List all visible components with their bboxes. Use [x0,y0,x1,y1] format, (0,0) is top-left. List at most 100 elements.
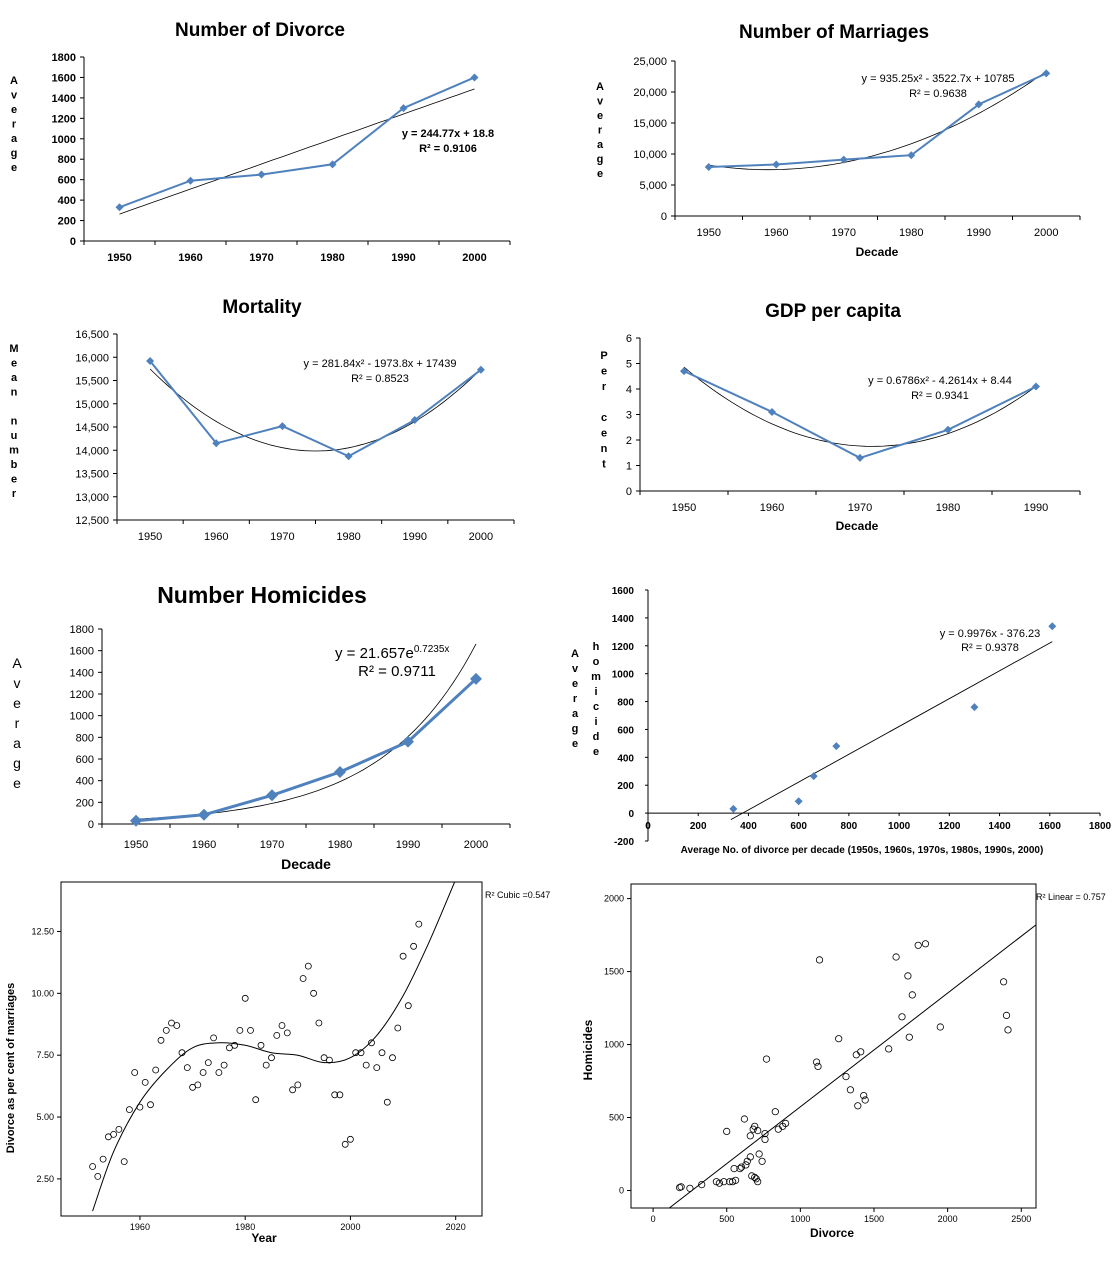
series-line [119,76,475,209]
data-point-marker [383,1098,391,1106]
y-tick-label: 25,000 [633,56,667,68]
data-point-marker [362,1061,370,1069]
y-axis-title: Homicides [581,1019,595,1080]
data-point-marker [344,452,353,461]
data-point-marker [198,808,210,821]
y-axis-label-letter: e [572,678,578,690]
data-point-marker [852,1051,860,1059]
y-tick-label: 1000 [612,670,635,681]
data-point-marker [183,1064,191,1071]
data-point-marker [729,804,738,813]
y-axis-label: Average [596,81,604,180]
y-axis-label-letter: a [13,735,21,751]
data-point-marker [944,425,952,434]
data-point-marker [476,365,485,374]
y-axis-label-letter: r [15,715,20,731]
data-point-marker [373,1064,381,1071]
data-point-marker [698,1181,706,1189]
data-point-marker [794,797,803,806]
plot-area: 0 200 400 600 800 1000 1200 1400 1600 1800 1950 196… [70,624,511,851]
fit-group [668,924,1036,1208]
y-axis-label-letter: e [11,162,17,174]
data-point-marker [152,1066,160,1074]
data-point-marker [252,1096,260,1104]
data-point-marker [892,953,900,961]
data-point-marker [686,1184,694,1192]
y-axis-label-letter: e [11,474,17,486]
x-axis-title: Year [251,1231,277,1245]
y-axis-label-letter: e [572,738,578,750]
y-tick-label: 13,000 [75,492,109,504]
data-point-marker [325,1056,333,1064]
y-tick-label: 800 [76,732,94,744]
plot-frame [60,881,483,1217]
data-point-marker [236,1027,244,1034]
trend-r2: R² = 0.9106 [419,143,477,155]
data-point-marker [186,176,195,185]
trend-equation: y = 0.6786x² - 4.2614x + 8.44 [868,375,1012,387]
data-point-marker [470,73,479,82]
data-point-marker [146,356,155,365]
data-point-marker [832,742,841,751]
y-axis-label-letter: u [11,430,18,442]
y-axis-label-letter: e [601,428,607,440]
x-tick-label: 2000 [938,1214,958,1224]
data-point-marker [404,1002,412,1010]
data-point-marker [835,1035,843,1043]
y-tick-label: -200 [614,837,634,848]
data-point-marker [758,1157,766,1165]
x-tick-label: 1990 [967,227,991,239]
x-axis-title: Divorce [810,1226,854,1240]
y-tick-label: 1600 [52,72,76,84]
y-axis-label-letter: v [597,96,604,108]
fit-group [92,882,456,1212]
data-point-marker [346,1135,354,1143]
y-axis-label-letter: g [572,723,579,735]
y-axis-label-letter: A [571,648,579,660]
data-point-marker [1004,1026,1012,1034]
data-point-marker [204,1059,212,1066]
y-axis-label-letter: e [13,695,21,711]
x-tick-label: 200 [690,821,707,832]
y-tick-label: 5 [626,359,632,371]
data-point-marker [399,952,407,960]
y-tick-label: 5.00 [36,1112,54,1122]
data-point-marker [262,1061,270,1069]
data-point-marker [856,453,864,462]
plot-area: 0 200 400 600 800 1000 1200 1400 1600 1800 1950 196… [52,52,511,264]
data-point-marker [194,1081,202,1089]
data-point-marker [809,772,818,781]
y-axis-label-letter: P [600,350,607,362]
data-point-marker [94,1173,102,1180]
data-point-marker [99,1155,107,1163]
y-axis-label-letter: a [572,708,579,720]
x-tick-label: 1960 [178,252,202,264]
series-line [149,360,482,458]
data-point-marker [860,1092,868,1100]
y-tick-label: 14,500 [75,422,109,434]
y-tick-label: 10.00 [31,988,54,998]
data-point-marker [278,422,287,431]
y-tick-label: 0 [70,236,76,248]
data-point-marker [147,1101,154,1109]
y-axis-label-letter: e [11,358,17,370]
data-point-marker [120,1158,128,1165]
y-axis-label-letter: c [601,412,607,424]
y-axis-label-letter: e [597,168,603,180]
x-tick-label: 2000 [340,1222,360,1232]
data-point-marker [294,1081,302,1089]
fit-curve [92,882,456,1212]
y-tick-label: 1200 [70,689,94,701]
trend-equation: y = 935.25x² - 3522.7x + 10785 [862,73,1015,85]
data-point-marker [257,1041,265,1049]
x-tick-label: 500 [719,1214,734,1224]
x-tick-label: 2000 [462,252,486,264]
chart-number-homicides: Number Homicides Average 020040060080010… [12,582,511,872]
data-point-marker [1002,1011,1011,1020]
data-point-marker [907,151,916,160]
y-axis-label-letter: n [11,387,18,399]
